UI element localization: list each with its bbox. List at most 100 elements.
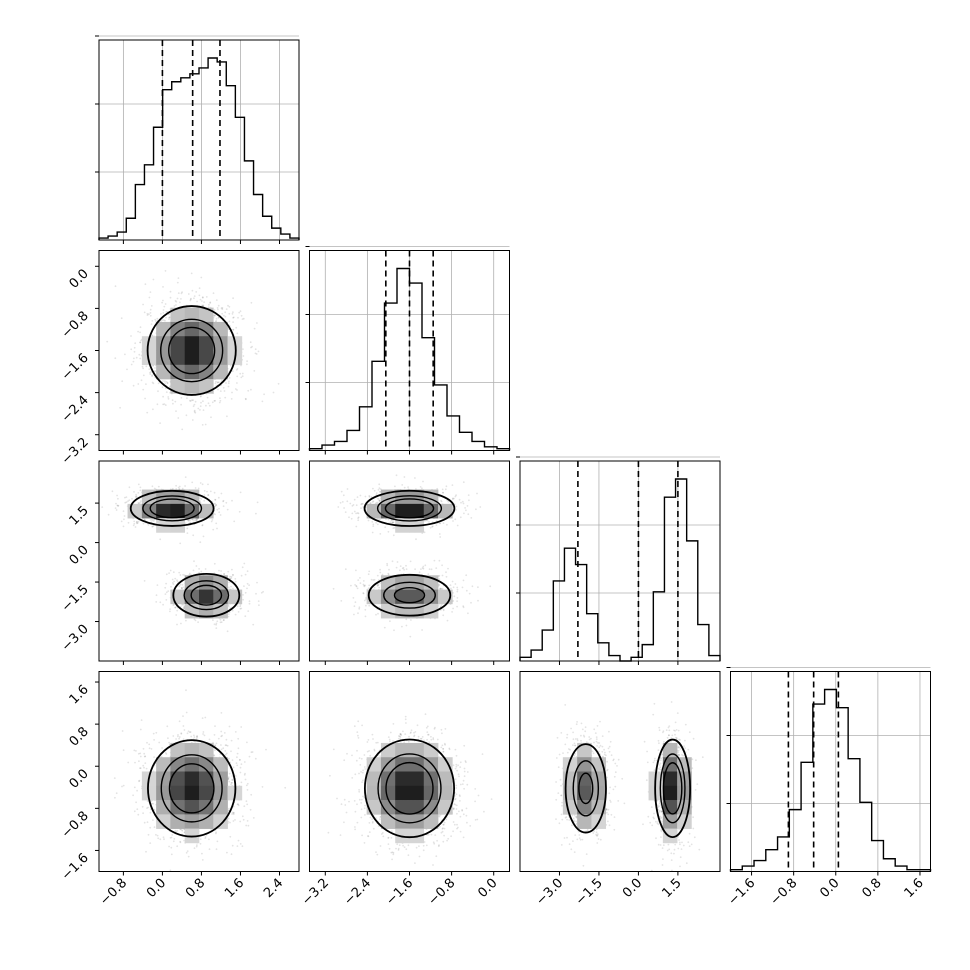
scatter-point: [213, 491, 216, 494]
scatter-point: [428, 568, 431, 571]
scatter-point: [130, 363, 133, 366]
scatter-point: [359, 494, 362, 497]
scatter-point: [139, 500, 142, 502]
scatter-point: [227, 382, 230, 385]
scatter-point: [172, 571, 175, 574]
scatter-point: [140, 379, 143, 382]
scatter-point: [465, 574, 468, 577]
scatter-point: [429, 526, 432, 529]
scatter-point: [180, 292, 183, 295]
scatter-point: [399, 565, 402, 567]
scatter-point: [207, 483, 209, 486]
scatter-point: [462, 606, 465, 609]
scatter-point: [175, 304, 177, 306]
scatter-point: [106, 340, 109, 343]
scatter-point: [187, 293, 190, 295]
scatter-point: [153, 518, 155, 521]
scatter-point: [196, 518, 198, 521]
scatter-point: [123, 518, 125, 521]
scatter-point: [241, 375, 244, 378]
scatter-point: [231, 370, 234, 372]
scatter-point: [227, 570, 230, 573]
density-cell: [184, 503, 200, 519]
scatter-point: [171, 578, 174, 581]
scatter-point: [213, 400, 216, 402]
scatter-point: [139, 489, 142, 492]
scatter-point: [188, 573, 191, 576]
scatter-point: [455, 494, 457, 497]
scatter-point: [201, 524, 204, 527]
scatter-point: [440, 603, 443, 606]
scatter-point: [418, 571, 421, 574]
scatter-point: [378, 606, 381, 608]
scatter-point: [385, 518, 387, 520]
scatter-point: [356, 512, 359, 514]
scatter-point: [207, 306, 210, 308]
scatter-point: [392, 521, 395, 524]
scatter-point: [367, 587, 370, 590]
scatter-point: [135, 521, 138, 524]
scatter-point: [137, 483, 140, 486]
scatter-point: [134, 526, 137, 528]
scatter-point: [438, 583, 441, 586]
scatter-point: [137, 502, 140, 504]
scatter-point: [195, 565, 198, 567]
scatter-point: [175, 484, 178, 487]
scatter-point: [277, 382, 280, 385]
scatter-point: [184, 476, 187, 478]
scatter-point: [164, 270, 167, 272]
scatter-point: [426, 519, 429, 522]
scatter-point: [170, 585, 172, 588]
scatter-point: [236, 368, 239, 370]
density-cell: [184, 321, 200, 337]
scatter-point: [224, 396, 227, 399]
scatter-point: [119, 406, 121, 409]
scatter-point: [240, 376, 243, 379]
scatter-point: [197, 407, 200, 410]
scatter-point: [255, 512, 257, 515]
scatter-point: [151, 519, 154, 522]
scatter-point: [186, 397, 188, 400]
scatter-point: [272, 391, 275, 394]
scatter-point: [125, 501, 128, 504]
scatter-point: [130, 348, 133, 351]
scatter-point: [421, 487, 423, 490]
scatter-point: [139, 501, 142, 504]
scatter-point: [165, 599, 168, 601]
scatter-point: [138, 353, 141, 356]
scatter-point: [164, 303, 167, 305]
scatter-point: [351, 505, 354, 507]
scatter-point: [257, 600, 260, 602]
scatter-point: [464, 507, 466, 509]
scatter-point: [475, 508, 477, 511]
scatter-point: [214, 399, 217, 402]
scatter-point: [201, 304, 203, 307]
scatter-point: [453, 595, 456, 598]
density-cell: [141, 350, 157, 366]
scatter-point: [202, 304, 205, 307]
scatter-point: [364, 608, 367, 611]
scatter-point: [367, 573, 370, 576]
scatter-point: [201, 296, 204, 299]
scatter-point: [360, 503, 363, 506]
scatter-point: [250, 388, 252, 391]
scatter-point: [149, 308, 152, 311]
scatter-point: [168, 316, 171, 319]
scatter-point: [228, 380, 230, 383]
scatter-point: [392, 534, 395, 537]
scatter-point: [148, 368, 151, 370]
scatter-point: [179, 574, 182, 576]
scatter-point: [127, 521, 130, 524]
scatter-point: [196, 518, 198, 520]
scatter-point: [177, 486, 180, 489]
scatter-point: [364, 495, 367, 498]
scatter-point: [220, 570, 223, 572]
scatter-point: [161, 319, 164, 321]
panel-frame: [98, 39, 300, 241]
pair-density: [101, 476, 264, 633]
scatter-point: [442, 491, 444, 494]
scatter-point: [248, 600, 251, 603]
scatter-point: [164, 380, 166, 382]
contour-line: [190, 584, 223, 606]
